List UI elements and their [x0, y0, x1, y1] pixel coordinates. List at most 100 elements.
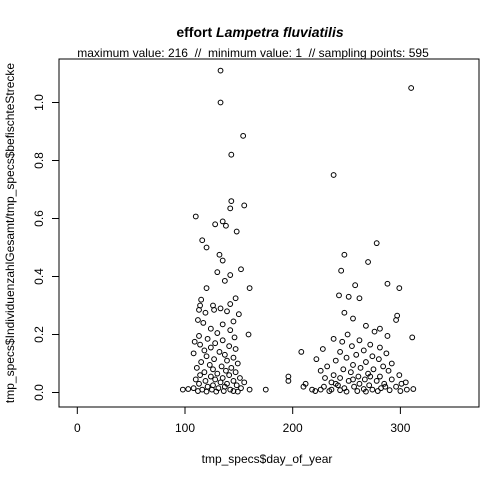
- data-point: [353, 351, 360, 358]
- data-point: [408, 85, 415, 91]
- plot-frame: [58, 58, 480, 408]
- data-point: [241, 379, 248, 386]
- data-point: [319, 346, 326, 352]
- data-point: [355, 373, 362, 380]
- x-tick-label: 200: [283, 421, 303, 435]
- data-point: [384, 333, 391, 339]
- data-point: [388, 376, 395, 383]
- data-point: [345, 293, 352, 300]
- data-point: [211, 356, 217, 363]
- data-point: [219, 257, 226, 264]
- data-point: [309, 386, 315, 393]
- data-point: [367, 341, 374, 348]
- data-point: [217, 99, 224, 106]
- data-point: [369, 386, 376, 393]
- data-point: [393, 383, 399, 390]
- data-point: [185, 386, 192, 392]
- data-point: [397, 388, 404, 394]
- data-point: [363, 388, 369, 395]
- data-point: [262, 386, 269, 393]
- data-point: [212, 376, 219, 383]
- data-point: [219, 321, 226, 328]
- x-tick-label: 100: [175, 421, 195, 435]
- data-point: [245, 331, 252, 338]
- data-point: [375, 356, 382, 363]
- data-point: [214, 269, 221, 276]
- data-point: [298, 349, 305, 355]
- data-point: [339, 338, 346, 345]
- data-point: [356, 380, 363, 387]
- data-point: [351, 383, 357, 390]
- data-point: [234, 360, 241, 367]
- data-point: [396, 372, 403, 379]
- data-point: [227, 272, 234, 278]
- data-point: [386, 387, 393, 394]
- data-point: [196, 333, 202, 339]
- y-tick-label: 0.0: [32, 384, 46, 401]
- data-point: [321, 383, 327, 390]
- data-point: [381, 380, 388, 387]
- y-tick-label: 0.8: [32, 152, 46, 169]
- x-axis: 0 100 200 300: [74, 406, 411, 435]
- data-point: [228, 151, 235, 158]
- data-point: [235, 311, 242, 318]
- data-point: [369, 353, 376, 360]
- data-point: [224, 308, 230, 315]
- data-point: [221, 277, 228, 284]
- data-point: [238, 266, 244, 273]
- data-point: [228, 198, 235, 205]
- data-point: [227, 386, 234, 393]
- data-point: [197, 372, 203, 379]
- data-point: [190, 350, 197, 357]
- data-point: [227, 205, 234, 212]
- data-point: [363, 322, 369, 329]
- data-point: [330, 372, 337, 379]
- data-point: [193, 364, 200, 371]
- data-point: [228, 364, 235, 371]
- y-axis: 0.0 0.2 0.4 0.6 0.8 1.0: [32, 94, 60, 401]
- data-point: [203, 388, 210, 395]
- chart-title: effort Lampetra fluviatilis: [176, 24, 343, 40]
- chart-subtitle: maximum value: 216 // minimum value: 1 /…: [77, 46, 429, 60]
- data-point: [337, 387, 343, 394]
- data-point: [312, 388, 319, 394]
- data-point: [203, 285, 210, 292]
- data-point: [373, 378, 380, 384]
- data-point: [356, 337, 363, 344]
- data-point: [233, 382, 240, 389]
- data-point: [216, 251, 223, 258]
- data-point: [214, 370, 221, 377]
- data-point: [238, 385, 244, 392]
- data-point: [217, 379, 224, 386]
- y-tick-label: 0.6: [32, 210, 46, 227]
- data-point: [350, 362, 356, 368]
- data-point: [354, 388, 361, 394]
- data-point: [343, 388, 350, 395]
- data-point: [232, 369, 239, 376]
- data-points: [179, 67, 417, 395]
- data-point: [363, 359, 369, 365]
- data-point: [383, 350, 390, 357]
- data-point: [213, 388, 220, 395]
- data-point: [338, 267, 345, 274]
- data-point: [203, 353, 210, 360]
- data-point: [388, 360, 395, 367]
- data-point: [219, 218, 226, 225]
- data-point: [343, 354, 350, 361]
- data-point: [350, 315, 356, 322]
- data-point: [223, 367, 229, 374]
- data-point: [212, 340, 219, 347]
- data-point: [204, 335, 211, 342]
- data-point: [332, 357, 339, 364]
- y-tick-label: 1.0: [32, 94, 46, 111]
- data-point: [199, 237, 206, 244]
- data-point: [230, 354, 237, 361]
- data-point: [217, 305, 224, 312]
- data-point: [214, 330, 221, 336]
- data-point: [326, 388, 333, 394]
- data-point: [216, 349, 223, 355]
- data-point: [196, 306, 202, 313]
- data-point: [317, 367, 324, 374]
- y-tick-label: 0.2: [32, 326, 46, 343]
